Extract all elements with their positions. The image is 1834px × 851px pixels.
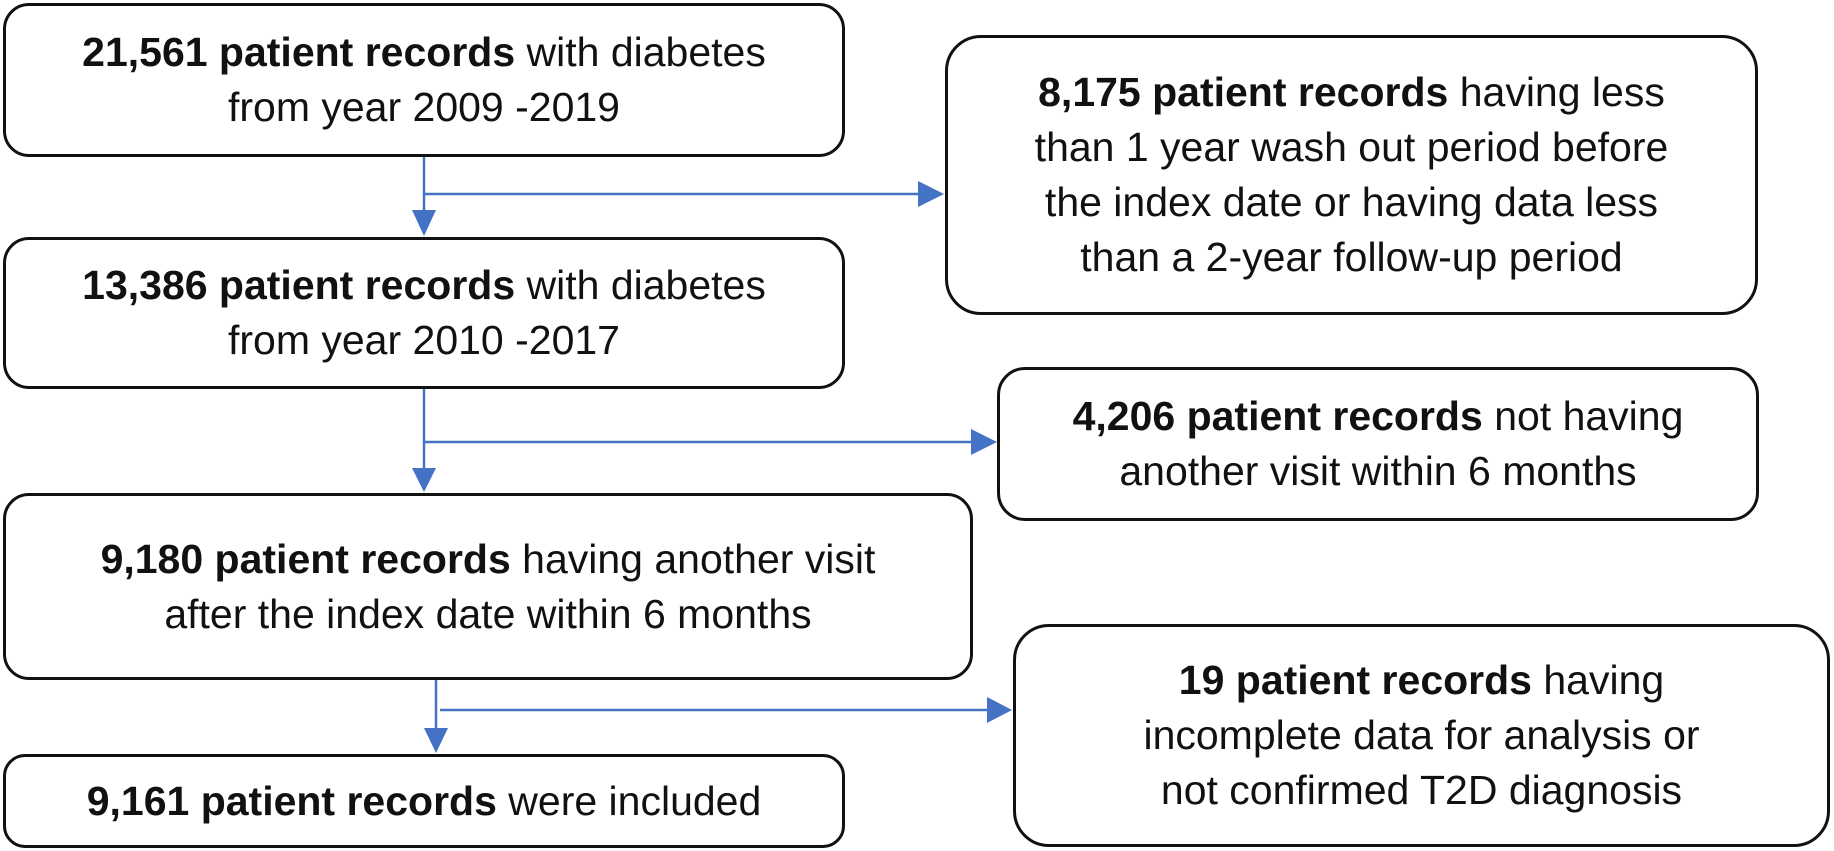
step-box-3: 9,180 patient records having another vis…	[3, 493, 973, 680]
exclusion-text: than a 2-year follow-up period	[1080, 233, 1623, 280]
record-count: 4,206 patient records	[1072, 393, 1483, 440]
step-box-final: 9,161 patient records were included	[3, 754, 845, 848]
step-text: with diabetes	[526, 29, 766, 76]
step-text: after the index date within 6 months	[164, 590, 812, 637]
exclusion-text: not confirmed T2D diagnosis	[1160, 766, 1683, 813]
exclusion-text: the index date or having data less	[1044, 179, 1659, 225]
step-text: having another visit	[522, 535, 876, 582]
exclusion-text: having less	[1459, 69, 1665, 116]
record-count: 9,161 patient records	[86, 777, 497, 824]
record-count: 19 patient records	[1178, 657, 1532, 704]
exclusion-text: incomplete data for analysis or	[1143, 712, 1700, 759]
step-box-1: 21,561 patient records with diabetes fro…	[3, 3, 845, 157]
record-count: 13,386 patient records	[82, 262, 516, 309]
exclusion-text: not having	[1494, 393, 1684, 440]
exclusion-box-1: 8,175 patient records having less than 1…	[945, 35, 1758, 315]
exclusion-text: than 1 year wash out period before	[1034, 124, 1669, 171]
exclusion-text: another visit within 6 months	[1119, 448, 1637, 494]
step-box-2: 13,386 patient records with diabetes fro…	[3, 237, 845, 389]
exclusion-text: having	[1543, 657, 1665, 704]
exclusion-box-3: 19 patient records having incomplete dat…	[1013, 624, 1830, 847]
step-text: from year 2010 -2017	[227, 317, 620, 363]
record-count: 8,175 patient records	[1038, 69, 1449, 116]
step-text: from year 2009 -2019	[227, 84, 620, 130]
step-text: with diabetes	[526, 262, 766, 309]
record-count: 9,180 patient records	[100, 535, 511, 582]
record-count: 21,561 patient records	[82, 29, 516, 76]
step-text: were included	[508, 777, 762, 824]
exclusion-box-2: 4,206 patient records not having another…	[997, 367, 1759, 521]
